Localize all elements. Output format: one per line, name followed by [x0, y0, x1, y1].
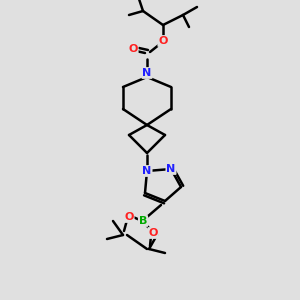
- Text: N: N: [142, 68, 152, 78]
- Text: B: B: [139, 216, 147, 226]
- Text: O: O: [128, 44, 138, 54]
- Text: N: N: [142, 166, 152, 176]
- Text: O: O: [148, 228, 158, 238]
- Text: O: O: [158, 36, 168, 46]
- Text: N: N: [167, 164, 176, 174]
- Text: O: O: [124, 212, 134, 222]
